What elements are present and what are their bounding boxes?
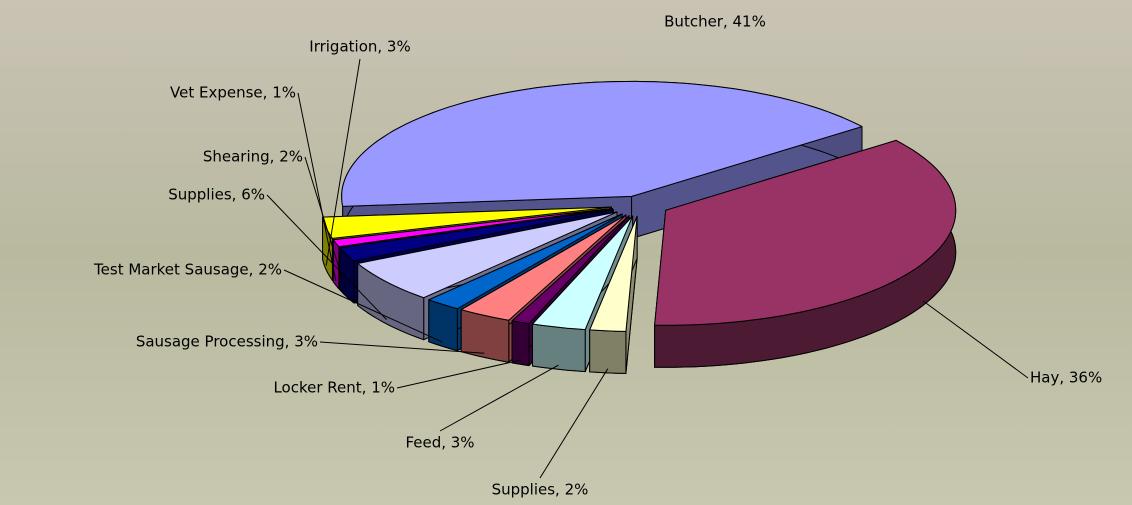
data-label: Butcher, 41% [664, 13, 766, 31]
slice-top [460, 214, 627, 321]
slice-wall [511, 320, 530, 367]
data-label: Hay, 36% [1030, 369, 1102, 387]
leader-line [922, 300, 1029, 379]
slice-top [341, 80, 863, 207]
slice-wall [589, 329, 627, 374]
leader-line [396, 359, 521, 389]
slice-top [339, 209, 614, 262]
leader-line [325, 58, 361, 266]
data-label: Locker Rent, 1% [273, 379, 395, 397]
data-label: Supplies, 6% [168, 186, 265, 204]
data-label: Irrigation, 3% [309, 38, 410, 56]
data-label: Shearing, 2% [203, 148, 303, 166]
slice-top [428, 213, 623, 310]
slice [589, 215, 638, 374]
slice-top [332, 208, 613, 248]
leader-line [439, 364, 559, 432]
data-label: Sausage Processing, 3% [136, 333, 318, 351]
slice-top [511, 215, 630, 325]
slice-top [654, 139, 957, 326]
slice-top [532, 215, 634, 331]
slice-top [357, 211, 618, 299]
data-label: Supplies, 2% [492, 481, 589, 499]
slice-wall [532, 323, 586, 373]
data-label: Feed, 3% [405, 434, 474, 452]
data-label: Vet Expense, 1% [170, 84, 296, 102]
leader-line [539, 368, 609, 479]
leader-line [304, 156, 347, 293]
slice-top [589, 215, 638, 332]
leader-line [297, 92, 337, 282]
leader-line [319, 341, 485, 354]
leader-line [283, 269, 443, 343]
leader-line [266, 194, 387, 320]
data-label: Test Market Sausage, 2% [93, 261, 282, 279]
slice [654, 139, 957, 368]
